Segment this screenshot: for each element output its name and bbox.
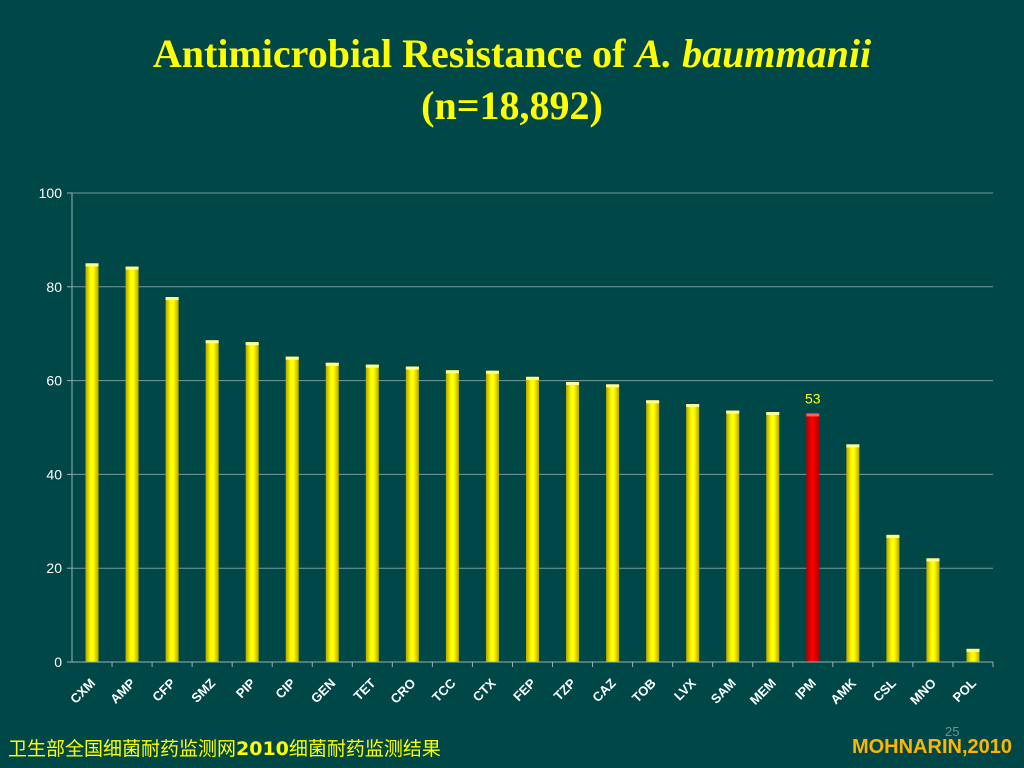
bar-cap <box>246 342 259 345</box>
x-tick-label: CTX <box>470 675 499 704</box>
x-tick-label: CFP <box>149 675 178 704</box>
x-tick-label: POL <box>950 675 980 705</box>
bar-cro <box>406 367 419 662</box>
bar-cap <box>686 404 699 407</box>
x-tick-label: TZP <box>551 675 579 703</box>
x-tick-label: CAZ <box>589 675 619 705</box>
x-tick-label: AMP <box>107 675 138 706</box>
bar-cap <box>806 413 819 416</box>
bars <box>86 263 980 662</box>
bar-tcc <box>446 370 459 662</box>
bar-fep <box>526 377 539 662</box>
x-tick-label: MEM <box>747 676 779 708</box>
bar-cap <box>486 371 499 374</box>
x-tick-label: CRO <box>387 676 418 707</box>
x-tick-label: TET <box>350 675 378 703</box>
x-tick-label: FEP <box>510 675 539 704</box>
bar-cap <box>406 367 419 370</box>
x-tick-label: CIP <box>272 675 298 701</box>
x-tick-label: SMZ <box>188 675 218 705</box>
bar-tzp <box>566 382 579 662</box>
bar-tet <box>366 365 379 662</box>
bar-cap <box>286 357 299 360</box>
bar-cap <box>326 363 339 366</box>
bar-cap <box>966 649 979 652</box>
source-note: 卫生部全国细菌耐药监测网2010细菌耐药监测结果 <box>8 734 441 761</box>
bar-cap <box>726 411 739 414</box>
bar-ipm <box>806 413 819 662</box>
x-tick-label: GEN <box>308 676 339 707</box>
bar-caz <box>606 384 619 662</box>
bar-gen <box>326 363 339 662</box>
bar-pip <box>246 342 259 662</box>
bar-cap <box>766 412 779 415</box>
y-tick-label: 40 <box>46 466 62 482</box>
y-tick-label: 60 <box>46 373 62 389</box>
y-tick-label: 20 <box>46 560 62 576</box>
bar-csl <box>886 535 899 662</box>
bar-cip <box>286 357 299 662</box>
x-tick-label: MNO <box>907 676 939 708</box>
bar-cap <box>86 263 99 266</box>
bar-cap <box>366 365 379 368</box>
page-number: 25 <box>945 724 959 739</box>
bar-cap <box>926 558 939 561</box>
x-tick-label: TCC <box>429 675 459 705</box>
x-tick-label: TOB <box>629 676 659 706</box>
bar-mem <box>766 412 779 662</box>
bar-cap <box>206 340 219 343</box>
bar-smz <box>206 340 219 662</box>
bar-tob <box>646 400 659 662</box>
x-tick-label: LVX <box>671 675 699 703</box>
bar-sam <box>726 411 739 662</box>
x-tick-label: CXM <box>67 676 98 707</box>
bar-ctx <box>486 371 499 662</box>
bar-mno <box>926 558 939 662</box>
bar-cfp <box>166 297 179 662</box>
axis-labels: 0 20 40 60 80 100 CXM AMP CFP SMZ PIP CIP GEN TET CRO T… <box>39 185 979 708</box>
source-year: 2010 <box>236 738 289 760</box>
bar-cap <box>526 377 539 380</box>
data-label: 53 <box>805 390 821 406</box>
bar-cap <box>446 370 459 373</box>
bar-cap <box>606 384 619 387</box>
y-tick-label: 0 <box>54 654 62 670</box>
y-tick-label: 80 <box>46 279 62 295</box>
bar-amk <box>846 444 859 662</box>
x-tick-label: CSL <box>870 675 899 704</box>
bar-amp <box>126 267 139 662</box>
bar-cap <box>846 444 859 447</box>
bar-cxm <box>86 263 99 662</box>
bar-lvx <box>686 404 699 662</box>
x-tick-label: PIP <box>233 675 259 701</box>
bar-cap <box>566 382 579 385</box>
bar-cap <box>646 400 659 403</box>
source-part-a: 卫生部全国细菌耐药监测网 <box>8 738 236 760</box>
source-part-b: 细菌耐药监测结果 <box>289 738 441 760</box>
bar-cap <box>126 267 139 270</box>
source-tag: MOHNARIN,2010 <box>852 736 1012 759</box>
x-tick-label: SAM <box>708 676 739 707</box>
bar-cap <box>886 535 899 538</box>
x-tick-label: IPM <box>792 676 819 703</box>
y-tick-label: 100 <box>39 185 63 201</box>
x-tick-label: AMK <box>827 675 859 707</box>
bar-cap <box>166 297 179 300</box>
